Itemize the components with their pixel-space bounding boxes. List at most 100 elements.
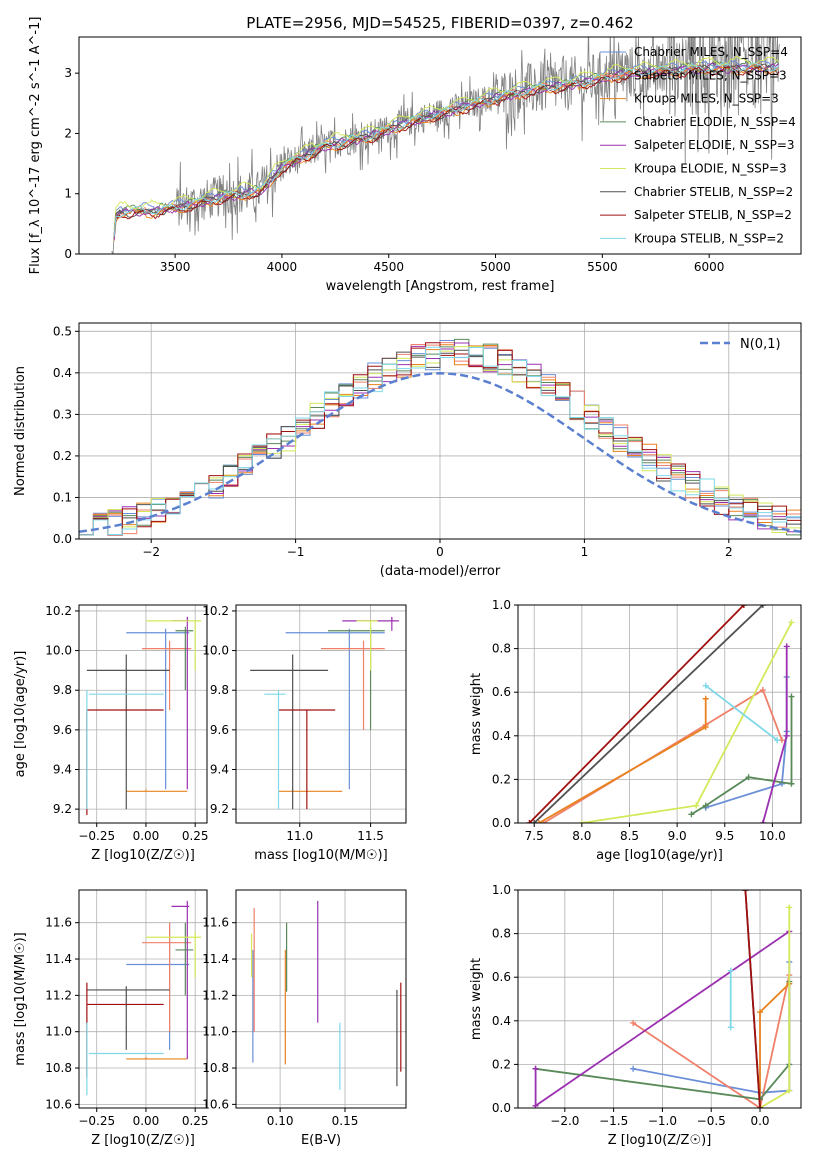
weight-line xyxy=(762,646,788,823)
figure-title: PLATE=2956, MJD=54525, FIBERID=0397, z=0… xyxy=(246,14,633,32)
data-point xyxy=(278,789,343,792)
weight-marker xyxy=(757,1009,764,1016)
y-tick-label: 0 xyxy=(64,247,72,261)
panel-age_vs_Z: −0.25 0.00 0.25 9.2 9.4 9.6 9.8 10.0 10.2 Z [log1… xyxy=(13,604,209,863)
x-tick-label: −0.25 xyxy=(78,1114,115,1128)
histogram-series xyxy=(79,346,801,539)
x-tick-label: 11.5 xyxy=(357,829,384,843)
weight-marker xyxy=(740,605,747,608)
x-axis-label: age [log10(age/yr)] xyxy=(596,848,723,863)
plot-area-weight_vs_Z xyxy=(532,890,793,1108)
weight-marker xyxy=(759,687,766,694)
axes-frame xyxy=(78,322,802,540)
y-tick-label: 2 xyxy=(64,126,72,140)
y-tick-label: 10.0 xyxy=(202,644,229,658)
y-axis-label: mass weight xyxy=(469,958,484,1040)
x-tick-label: −2.0 xyxy=(550,1114,579,1128)
weight-marker xyxy=(788,619,795,626)
data-point xyxy=(145,620,202,671)
y-tick-label: 0.2 xyxy=(53,449,72,463)
weight-marker xyxy=(786,904,793,911)
legend-label: Chabrier STELIB, N_SSP=2 xyxy=(634,185,793,199)
data-point xyxy=(126,1057,188,1060)
axes-frame xyxy=(78,889,208,1109)
y-tick-label: 3 xyxy=(64,66,72,80)
weight-marker xyxy=(759,820,766,823)
observed-spectrum xyxy=(110,37,780,254)
panel-mass_vs_ebv: 0.10 0.15 10.6 10.8 11.0 11.2 11.4 11.6 E(B-V) xyxy=(202,889,407,1148)
legend-label: Chabrier ELODIE, N_SSP=4 xyxy=(634,115,796,129)
weight-line xyxy=(538,698,707,823)
weight-marker xyxy=(630,1019,637,1026)
data-point xyxy=(142,922,192,1032)
data-point xyxy=(86,986,170,1050)
plot-area-spectrum xyxy=(110,37,780,254)
y-tick-label: 0.0 xyxy=(53,532,72,546)
x-axis-label: E(B-V) xyxy=(301,1133,341,1148)
x-tick-label: 9.5 xyxy=(715,829,734,843)
legend-label: Salpeter STELIB, N_SSP=2 xyxy=(634,208,792,222)
y-tick-label: 0.4 xyxy=(53,366,72,380)
x-tick-label: −0.25 xyxy=(78,829,115,843)
weight-marker xyxy=(788,780,795,787)
data-point xyxy=(175,626,194,691)
y-tick-label: 0.6 xyxy=(492,685,511,699)
model-spectrum-line xyxy=(113,63,780,235)
y-tick-label: 11.0 xyxy=(45,1025,72,1039)
panel-age_vs_mass: 11.0 11.5 9.2 9.4 9.6 9.8 10.0 10.2 mass [log10(… xyxy=(202,604,407,863)
data-point xyxy=(86,1022,164,1096)
weight-line xyxy=(705,676,788,809)
weight-marker xyxy=(786,1087,793,1094)
y-tick-label: 11.0 xyxy=(202,1025,229,1039)
data-point xyxy=(250,654,329,810)
y-tick-label: 10.6 xyxy=(202,1097,229,1111)
y-tick-label: 9.8 xyxy=(53,683,72,697)
x-tick-label: 5500 xyxy=(587,260,618,274)
weight-line xyxy=(705,684,778,741)
weight-marker xyxy=(702,724,709,731)
data-point xyxy=(278,709,336,810)
x-tick-label: 0 xyxy=(436,545,444,559)
data-point xyxy=(126,922,190,1050)
weight-marker xyxy=(783,732,790,739)
x-tick-label: 4000 xyxy=(267,260,298,274)
x-axis-label: Z [log10(Z/Z☉)] xyxy=(91,848,195,863)
weight-marker xyxy=(727,967,734,974)
model-spectrum-line xyxy=(113,55,780,230)
x-tick-label: −0.5 xyxy=(697,1114,726,1128)
weight-marker xyxy=(727,1024,734,1031)
weight-line xyxy=(533,605,764,823)
y-tick-label: 9.8 xyxy=(210,683,229,697)
y-tick-label: 1.0 xyxy=(492,883,511,897)
weight-marker xyxy=(783,643,790,650)
x-tick-label: −2 xyxy=(142,545,160,559)
weight-marker xyxy=(693,802,700,809)
x-tick-label: 8.5 xyxy=(620,829,639,843)
data-point xyxy=(285,628,385,790)
y-tick-label: 10.2 xyxy=(45,604,72,618)
y-tick-label: 9.6 xyxy=(53,723,72,737)
data-point xyxy=(126,628,190,790)
legend-label: Chabrier MILES, N_SSP=4 xyxy=(634,45,788,59)
x-tick-label: 9.0 xyxy=(668,829,687,843)
panel-spectrum: 3500 4000 4500 5000 5500 6000 0 1 2 3 wavelength [… xyxy=(28,17,802,294)
x-tick-label: −1.0 xyxy=(648,1114,677,1128)
x-tick-label: 0.0 xyxy=(750,1114,769,1128)
y-tick-label: 10.8 xyxy=(45,1061,72,1075)
y-tick-label: 0.3 xyxy=(53,407,72,421)
axes-frame xyxy=(235,604,407,824)
x-tick-label: 5000 xyxy=(480,260,511,274)
x-tick-label: −1.5 xyxy=(599,1114,628,1128)
x-tick-label: 0.00 xyxy=(133,829,160,843)
data-point xyxy=(321,640,385,730)
legend: N(0,1) xyxy=(700,337,781,352)
y-axis-label: mass weight xyxy=(469,673,484,755)
x-tick-label: 10.0 xyxy=(759,829,786,843)
y-tick-label: 1 xyxy=(64,187,72,201)
y-tick-label: 11.6 xyxy=(45,916,72,930)
y-tick-label: 1.0 xyxy=(492,598,511,612)
y-tick-label: 11.2 xyxy=(202,988,229,1002)
weight-marker xyxy=(757,1105,764,1108)
y-tick-label: 0.5 xyxy=(53,324,72,338)
